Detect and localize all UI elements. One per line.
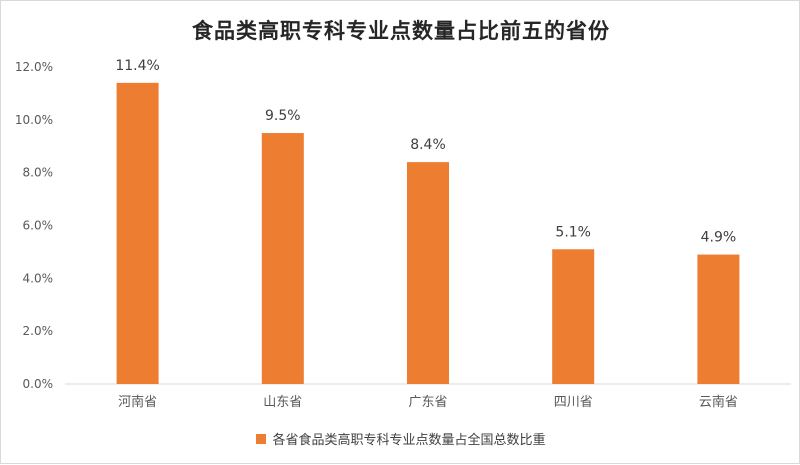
- x-tick-label: 四川省: [554, 395, 593, 410]
- x-tick-label: 云南省: [699, 394, 738, 410]
- y-tick-label: 12.0%: [15, 60, 53, 74]
- legend-swatch: [256, 433, 267, 444]
- x-tick-label: 山东省: [263, 395, 302, 410]
- chart-title: 食品类高职专科专业点数量占比前五的省份: [192, 18, 610, 43]
- legend-label: 各省食品类高职专科专业点数量占全国总数比重: [272, 433, 546, 448]
- bar: [116, 82, 159, 384]
- legend: 各省食品类高职专科专业点数量占全国总数比重: [1, 429, 800, 448]
- data-label: 11.4%: [115, 58, 159, 74]
- bar: [552, 249, 595, 384]
- y-tick-label: 0.0%: [23, 377, 54, 391]
- y-tick-label: 4.0%: [23, 271, 54, 285]
- y-tick-label: 6.0%: [23, 219, 54, 233]
- bar: [407, 162, 449, 384]
- y-tick-label: 8.0%: [23, 166, 54, 180]
- data-label: 8.4%: [410, 137, 446, 153]
- bar: [261, 133, 304, 384]
- data-label: 9.5%: [265, 108, 301, 124]
- x-tick-label: 广东省: [408, 395, 447, 410]
- y-tick-label: 10.0%: [15, 113, 53, 127]
- x-tick-label: 河南省: [118, 394, 157, 410]
- data-label: 4.9%: [701, 230, 737, 246]
- y-tick-label: 2.0%: [23, 324, 54, 338]
- bar: [697, 254, 740, 384]
- data-label: 5.1%: [555, 224, 591, 240]
